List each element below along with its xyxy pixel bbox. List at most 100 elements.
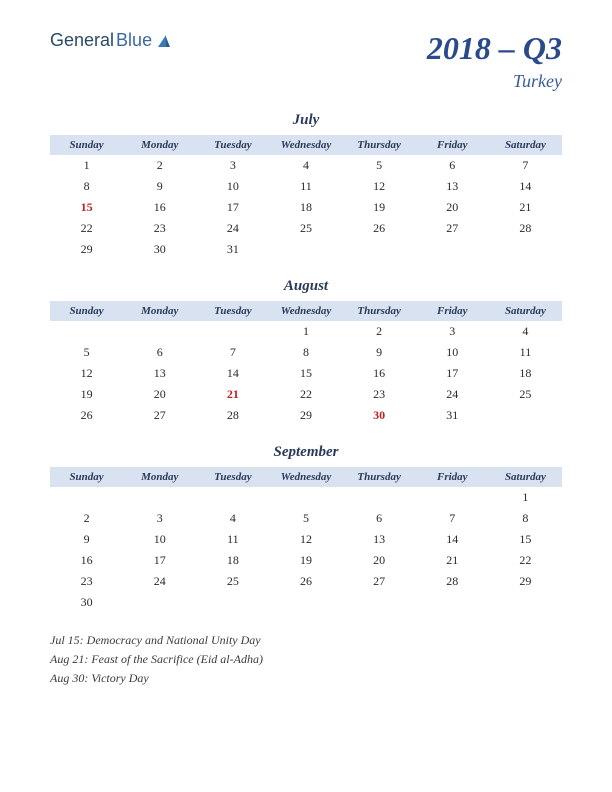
holiday-note: Aug 21: Feast of the Sacrifice (Eid al-A… <box>50 650 562 669</box>
day-cell: 11 <box>269 176 342 197</box>
day-cell: 25 <box>196 571 269 592</box>
calendar-table: SundayMondayTuesdayWednesdayThursdayFrid… <box>50 135 562 260</box>
day-cell: 16 <box>343 363 416 384</box>
month-block: August SundayMondayTuesdayWednesdayThursd… <box>50 278 562 426</box>
day-cell: 14 <box>489 176 562 197</box>
week-row: 9101112131415 <box>50 529 562 550</box>
day-cell: 30 <box>123 239 196 260</box>
day-cell: 7 <box>489 155 562 176</box>
holiday-note: Jul 15: Democracy and National Unity Day <box>50 631 562 650</box>
day-cell: 6 <box>343 508 416 529</box>
day-cell <box>269 592 342 613</box>
day-cell: 2 <box>50 508 123 529</box>
day-cell: 2 <box>123 155 196 176</box>
week-row: 293031 <box>50 239 562 260</box>
logo-text-blue: Blue <box>116 30 152 51</box>
day-cell <box>50 487 123 508</box>
day-header: Tuesday <box>196 467 269 487</box>
day-cell <box>416 592 489 613</box>
day-cell: 26 <box>269 571 342 592</box>
day-cell: 27 <box>343 571 416 592</box>
day-cell: 21 <box>196 384 269 405</box>
day-cell: 9 <box>123 176 196 197</box>
day-cell: 10 <box>123 529 196 550</box>
week-row: 1234 <box>50 321 562 342</box>
calendar-table: SundayMondayTuesdayWednesdayThursdayFrid… <box>50 301 562 426</box>
day-cell: 23 <box>50 571 123 592</box>
day-cell: 31 <box>416 405 489 426</box>
day-cell: 13 <box>343 529 416 550</box>
day-cell: 16 <box>50 550 123 571</box>
day-cell: 22 <box>489 550 562 571</box>
day-cell: 18 <box>489 363 562 384</box>
day-cell: 10 <box>196 176 269 197</box>
day-cell: 14 <box>416 529 489 550</box>
day-cell <box>489 592 562 613</box>
day-cell: 29 <box>50 239 123 260</box>
day-cell: 15 <box>269 363 342 384</box>
day-cell: 27 <box>416 218 489 239</box>
day-cell: 13 <box>416 176 489 197</box>
country-name: Turkey <box>427 71 562 92</box>
day-cell: 1 <box>489 487 562 508</box>
day-header: Monday <box>123 301 196 321</box>
day-cell: 27 <box>123 405 196 426</box>
day-cell: 31 <box>196 239 269 260</box>
day-cell: 18 <box>269 197 342 218</box>
day-cell: 4 <box>196 508 269 529</box>
day-header: Thursday <box>343 135 416 155</box>
week-row: 16171819202122 <box>50 550 562 571</box>
day-header: Thursday <box>343 467 416 487</box>
day-header: Sunday <box>50 467 123 487</box>
day-cell <box>343 239 416 260</box>
day-cell: 20 <box>343 550 416 571</box>
day-cell: 19 <box>343 197 416 218</box>
holiday-note: Aug 30: Victory Day <box>50 669 562 688</box>
day-header: Friday <box>416 467 489 487</box>
week-row: 262728293031 <box>50 405 562 426</box>
day-cell: 24 <box>196 218 269 239</box>
day-cell: 16 <box>123 197 196 218</box>
day-cell: 4 <box>489 321 562 342</box>
day-cell: 15 <box>50 197 123 218</box>
month-block: JulySundayMondayTuesdayWednesdayThursday… <box>50 112 562 260</box>
week-row: 23242526272829 <box>50 571 562 592</box>
day-cell: 24 <box>123 571 196 592</box>
day-cell: 28 <box>489 218 562 239</box>
day-cell: 5 <box>343 155 416 176</box>
day-cell <box>269 239 342 260</box>
logo: General Blue <box>50 30 172 51</box>
day-cell: 12 <box>50 363 123 384</box>
day-cell: 3 <box>416 321 489 342</box>
week-row: 891011121314 <box>50 176 562 197</box>
week-row: 22232425262728 <box>50 218 562 239</box>
day-cell: 4 <box>269 155 342 176</box>
day-header: Wednesday <box>269 467 342 487</box>
day-cell: 19 <box>269 550 342 571</box>
day-cell: 8 <box>269 342 342 363</box>
day-cell: 29 <box>489 571 562 592</box>
day-cell <box>123 592 196 613</box>
day-cell: 5 <box>269 508 342 529</box>
day-cell: 23 <box>343 384 416 405</box>
day-cell <box>50 321 123 342</box>
day-cell: 9 <box>343 342 416 363</box>
day-header: Sunday <box>50 135 123 155</box>
day-cell <box>269 487 342 508</box>
week-row: 19202122232425 <box>50 384 562 405</box>
day-header: Friday <box>416 301 489 321</box>
day-cell: 12 <box>269 529 342 550</box>
day-cell: 8 <box>489 508 562 529</box>
day-cell: 6 <box>123 342 196 363</box>
day-cell: 3 <box>196 155 269 176</box>
day-header: Saturday <box>489 301 562 321</box>
day-cell: 6 <box>416 155 489 176</box>
day-cell <box>343 592 416 613</box>
day-cell: 11 <box>196 529 269 550</box>
day-cell: 3 <box>123 508 196 529</box>
week-row: 567891011 <box>50 342 562 363</box>
month-name: August <box>50 278 562 295</box>
day-cell <box>489 239 562 260</box>
day-cell: 22 <box>269 384 342 405</box>
day-cell <box>489 405 562 426</box>
